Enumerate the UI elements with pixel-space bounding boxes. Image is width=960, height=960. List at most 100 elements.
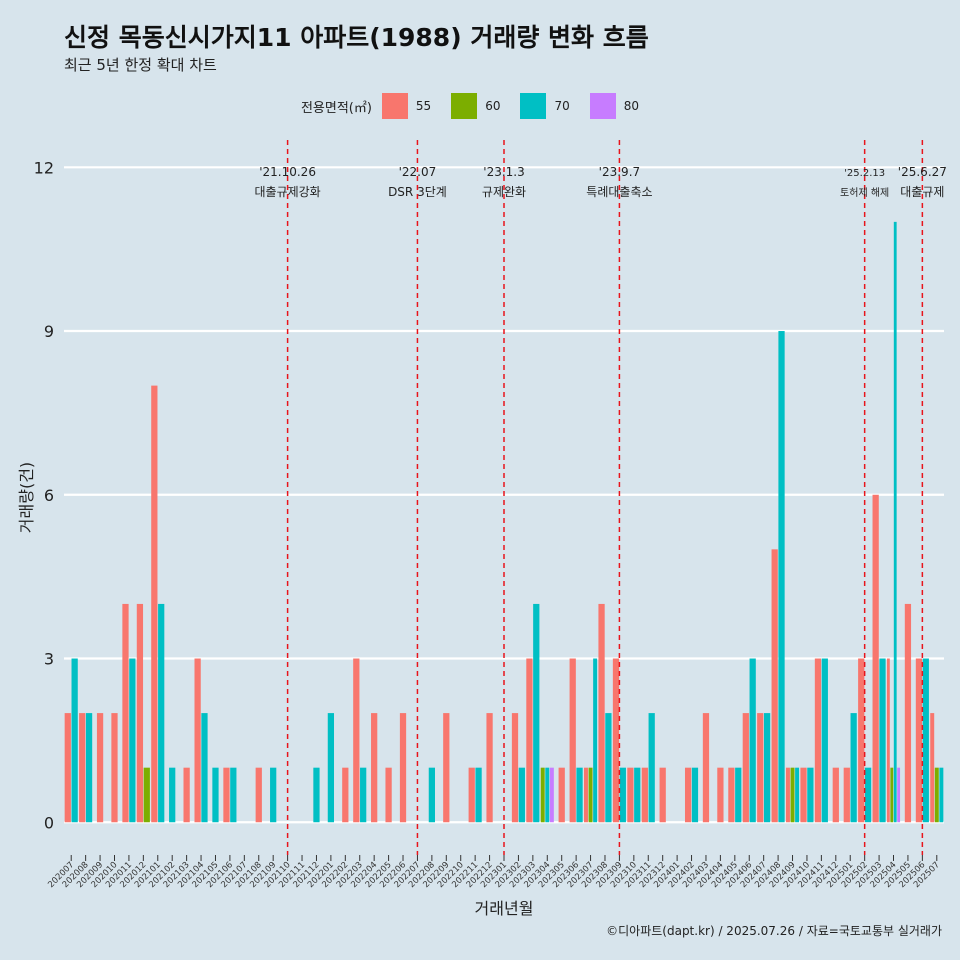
bar-202506-55 [915, 658, 923, 823]
bar-202407-70 [763, 713, 771, 823]
bar-202308-70 [605, 713, 612, 823]
legend-label: 80 [623, 99, 640, 113]
bar-202304-80 [549, 767, 554, 823]
bar-202106-70 [230, 767, 237, 823]
bar-202303-55 [526, 658, 533, 823]
bar-202505-55 [904, 603, 912, 823]
bar-202105-70 [212, 767, 219, 823]
legend-swatch [451, 93, 478, 119]
bar-202311-55 [641, 767, 648, 823]
legend-title: 전용면적(㎡) [300, 100, 372, 116]
bar-202010-55 [111, 713, 118, 823]
chart-title: 신정 목동신시가지11 아파트(1988) 거래량 변화 흐름 [64, 23, 649, 52]
bar-202406-55 [742, 713, 749, 823]
bar-202504-60 [890, 767, 894, 823]
y-tick-label: 0 [44, 813, 54, 832]
bar-202411-55 [814, 658, 822, 823]
bar-202203-70 [360, 767, 367, 823]
legend-swatch [381, 93, 408, 119]
bar-202504-80 [897, 767, 901, 823]
bar-202409-60 [790, 767, 795, 823]
bar-202309-55 [612, 658, 620, 823]
bar-202101-70 [158, 603, 165, 823]
bar-202410-70 [807, 767, 814, 823]
legend-item-80: 80 [589, 93, 649, 119]
bar-202211-55 [468, 767, 475, 823]
bar-202503-55 [872, 494, 879, 823]
bar-202009-55 [96, 713, 104, 823]
bar-202306-70 [576, 767, 583, 823]
bar-202310-70 [634, 767, 641, 823]
bar-202406-70 [749, 658, 756, 823]
bar-202205-55 [385, 767, 392, 823]
bar-202305-55 [558, 767, 565, 823]
bar-202109-70 [270, 767, 277, 823]
event-label: 토허제 해제 [840, 186, 889, 199]
bar-202502-70 [864, 767, 872, 823]
legend-swatch [520, 93, 547, 119]
event-date: '23.1.3 [483, 165, 524, 179]
bar-202106-55 [223, 767, 230, 823]
bar-202103-55 [183, 767, 190, 823]
bar-202501-55 [843, 767, 850, 823]
legend-item-70: 70 [520, 93, 579, 119]
bar-202302-70 [518, 767, 525, 823]
bar-202104-70 [201, 713, 208, 823]
event-date: '25.6.27 [898, 165, 947, 179]
bar-202012-55 [136, 603, 144, 823]
event-date: '23.9.7 [599, 165, 640, 179]
bar-202402-70 [691, 767, 699, 823]
bar-202507-70 [939, 767, 944, 823]
bar-202101-55 [151, 385, 158, 823]
event-date: '25.2.13 [844, 168, 885, 179]
chart-subtitle: 최근 5년 한정 확대 차트 [64, 56, 217, 74]
legend-swatch [589, 93, 616, 119]
bar-202412-55 [832, 767, 839, 823]
y-tick-label: 3 [44, 650, 54, 669]
bar-202206-55 [399, 713, 407, 823]
bar-202011-55 [122, 603, 129, 823]
event-label: 규제완화 [482, 185, 526, 199]
y-tick-label: 6 [44, 486, 54, 505]
bar-202212-55 [486, 713, 493, 823]
y-axis-title: 거래량(건) [17, 462, 36, 533]
bar-202507-55 [930, 713, 935, 823]
legend: 전용면적(㎡) 55 60 70 80 [0, 93, 960, 119]
legend-item-55: 55 [381, 93, 441, 119]
event-label: 대출규제 [900, 185, 944, 199]
bar-202408-70 [778, 331, 785, 823]
bar-202304-70 [545, 767, 550, 823]
bar-202506-70 [922, 658, 929, 823]
bar-202007-70 [71, 658, 78, 823]
bar-202504-55 [886, 658, 890, 823]
bar-202307-60 [588, 767, 593, 823]
bar-202407-55 [757, 713, 764, 823]
bar-202501-70 [850, 713, 857, 823]
bar-202405-55 [728, 767, 735, 823]
bar-202211-70 [475, 767, 482, 823]
event-label: 대출규제강화 [254, 185, 320, 199]
bar-202304-60 [540, 767, 545, 823]
bar-202306-55 [569, 658, 576, 823]
bar-202311-70 [648, 713, 655, 823]
bar-202504-70 [893, 221, 897, 823]
bar-202104-55 [194, 658, 201, 823]
event-date: '22.07 [399, 165, 437, 179]
bar-202402-55 [684, 767, 692, 823]
bar-202411-70 [821, 658, 828, 823]
bar-202312-55 [659, 767, 666, 823]
event-label: DSR 3단계 [388, 185, 447, 199]
bar-202502-55 [858, 658, 865, 823]
bar-202204-55 [371, 713, 378, 823]
bar-202112-70 [313, 767, 320, 823]
bar-202403-55 [702, 713, 710, 823]
bar-202503-70 [879, 658, 886, 823]
event-date: '21.10.26 [259, 165, 316, 179]
bar-202011-70 [129, 658, 136, 823]
bar-202008-70 [85, 713, 93, 823]
y-tick-label: 9 [44, 322, 54, 341]
bar-202404-55 [717, 767, 724, 823]
bar-202007-55 [64, 713, 71, 823]
bar-202405-70 [735, 767, 742, 823]
bar-202309-70 [619, 767, 626, 823]
